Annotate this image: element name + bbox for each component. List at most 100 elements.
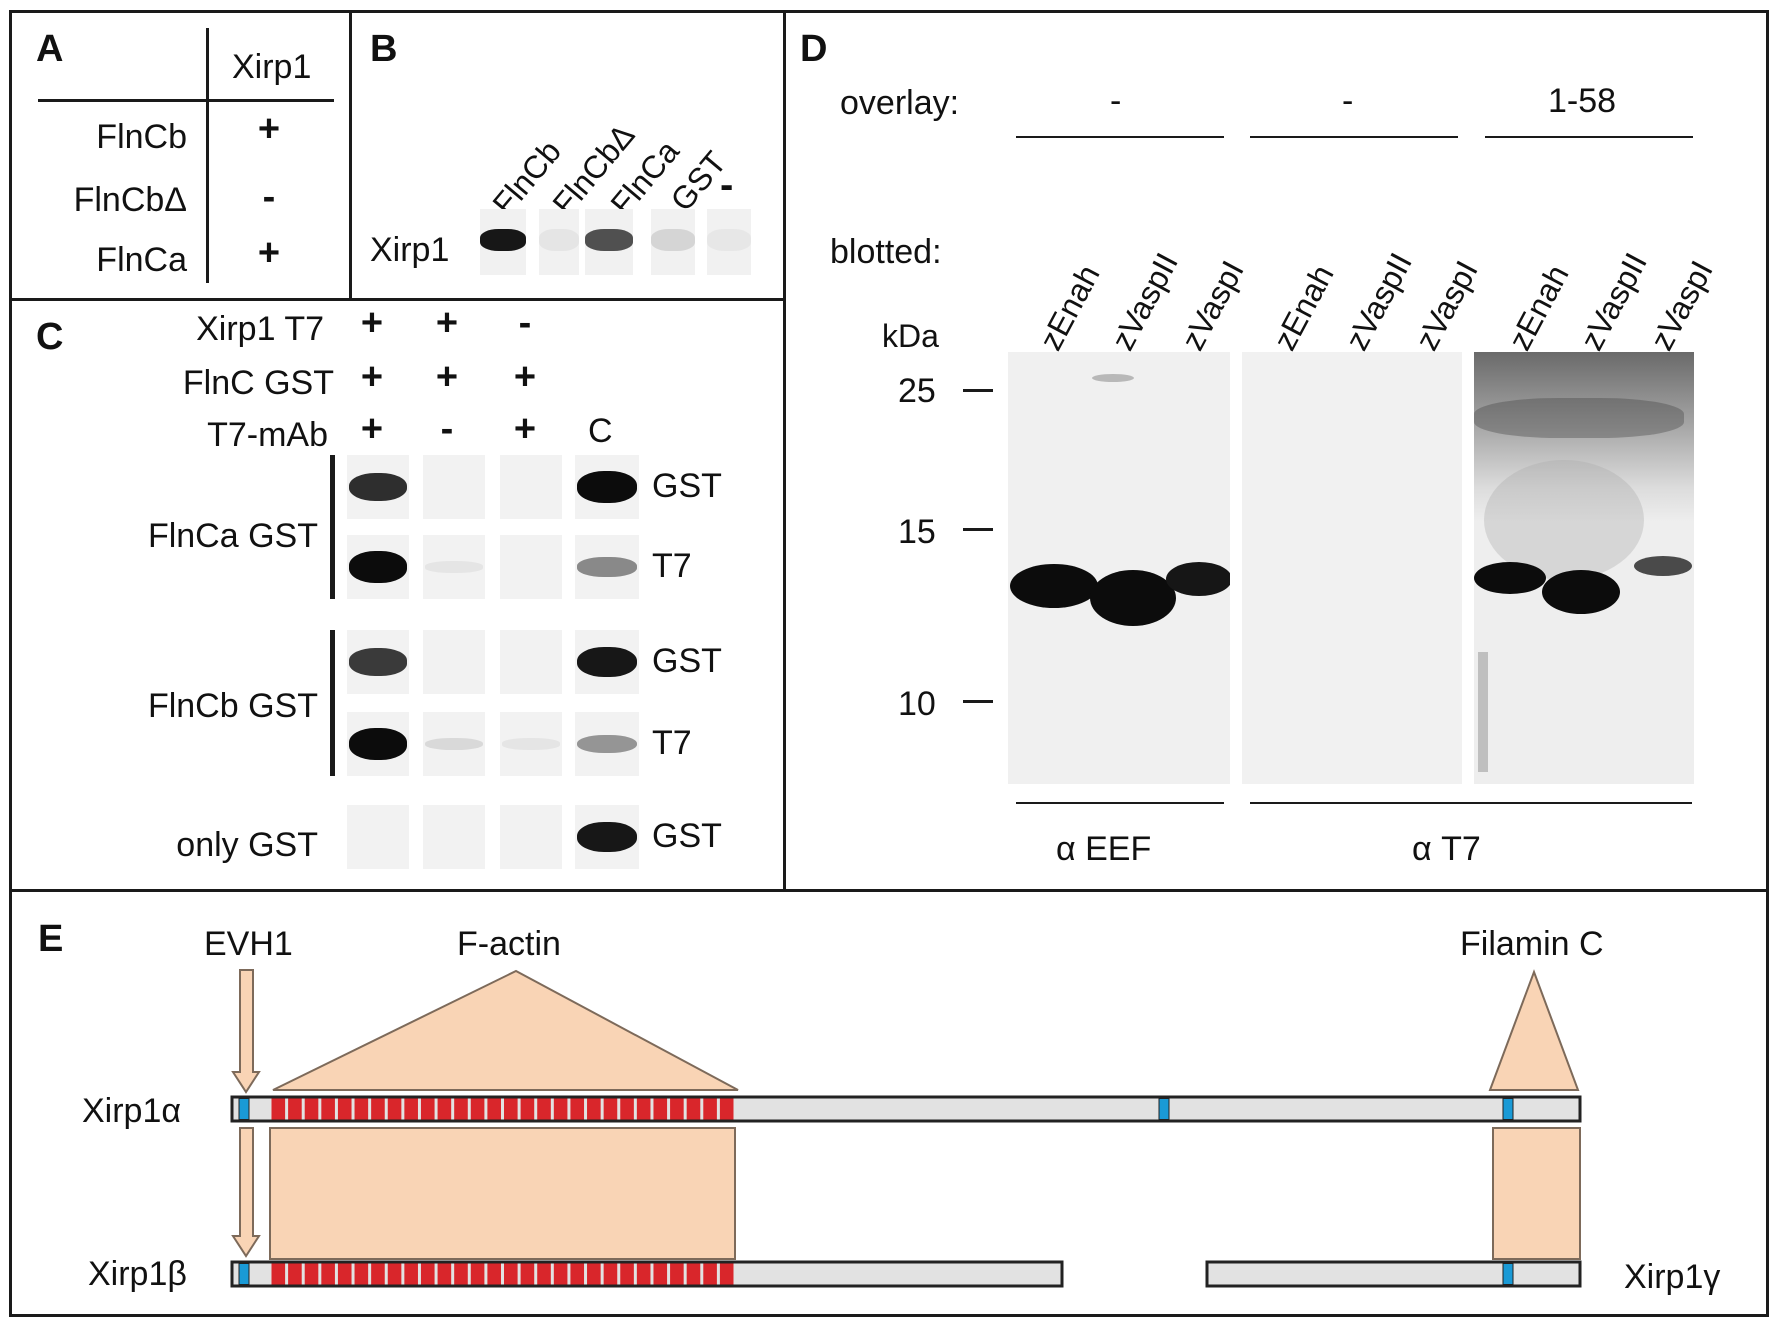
xin-repeat <box>420 1098 435 1120</box>
panel-b-band <box>539 229 579 251</box>
xin-repeat <box>271 1263 286 1285</box>
panel-c-lane <box>423 712 485 776</box>
panel-c-condition-value: - <box>440 408 454 450</box>
evh1-arrow <box>231 969 261 1094</box>
xin-repeat <box>321 1263 335 1285</box>
xin-repeat <box>553 1263 568 1285</box>
xin-repeat <box>454 1263 468 1285</box>
xin-repeat <box>404 1098 418 1120</box>
xin-repeat <box>487 1098 501 1120</box>
xin-repeat <box>520 1098 535 1120</box>
xin-repeat <box>321 1098 335 1120</box>
xin-repeat <box>537 1263 551 1285</box>
xin-repeat <box>420 1263 435 1285</box>
panel-c-band <box>502 738 560 750</box>
panel-c-band <box>349 551 407 583</box>
panel-b-lane <box>585 209 633 275</box>
panel-d-overlay-rule <box>1485 136 1693 138</box>
panel-c-condition-value: + <box>360 408 384 450</box>
panel-b-band <box>651 229 695 251</box>
panel-c-probe-label: T7 <box>652 547 692 585</box>
xin-repeat <box>354 1263 369 1285</box>
panel-c-probe-label: T7 <box>652 724 692 762</box>
motif-marker <box>1502 1263 1514 1285</box>
xin-repeat <box>537 1098 551 1120</box>
xin-repeat <box>587 1098 601 1120</box>
panel-d-antibody-label: α T7 <box>1412 830 1481 868</box>
panel-e-isoform-label: Xirp1α <box>82 1092 182 1130</box>
panel-e-domain-label: EVH1 <box>204 925 293 963</box>
motif-marker <box>1158 1098 1170 1120</box>
filamin-c-domain-triangle <box>1488 969 1580 1091</box>
panel-c-lane <box>575 535 639 599</box>
panel-b-lane-label: - <box>720 163 734 207</box>
panel-d-antibody-rule <box>1250 802 1692 804</box>
evh1-arrow <box>231 1127 261 1258</box>
xin-repeat <box>304 1263 319 1285</box>
xin-repeat <box>304 1098 319 1120</box>
xin-repeat <box>620 1098 634 1120</box>
panel-c-lane <box>500 535 562 599</box>
xin-repeat <box>371 1263 385 1285</box>
panel-c-band <box>425 737 483 751</box>
panel-c-band <box>349 648 407 676</box>
panel-d-smear <box>1474 398 1684 438</box>
panel-d-band <box>1634 556 1692 576</box>
panel-d-band <box>1474 562 1546 594</box>
panel-d-marker-label: 25 <box>898 372 936 410</box>
panel-a-row-result: - <box>262 176 276 218</box>
panel-d-antibody-label: α EEF <box>1056 830 1152 868</box>
xin-repeat <box>603 1263 618 1285</box>
panel-a-row-result: + <box>257 108 281 150</box>
xin-repeat <box>271 1098 286 1120</box>
panel-a-column-rule <box>206 28 209 283</box>
xin-repeat <box>504 1263 518 1285</box>
panel-c-band <box>577 821 637 853</box>
panel-c-lane <box>347 805 409 869</box>
panel-d-marker-unit: kDa <box>882 318 939 354</box>
xirp1-gamma-bar <box>1205 1260 1582 1288</box>
panel-c-condition-name: T7-mAb <box>207 416 328 454</box>
panel-c-band <box>349 728 407 760</box>
panel-c-group-label: FlnCa GST <box>147 517 318 555</box>
panel-c-label: C <box>36 316 64 358</box>
f-actin-domain-connector <box>269 1127 736 1260</box>
panel-c-lane <box>347 630 409 694</box>
xin-repeat <box>387 1098 402 1120</box>
xin-repeat <box>553 1098 568 1120</box>
panel-c-probe-label: GST <box>652 467 722 505</box>
panel-a-row-name: FlnCb <box>96 118 187 156</box>
xin-repeat <box>620 1263 634 1285</box>
panel-c-condition-value: + <box>360 356 384 398</box>
panel-d-band <box>1010 564 1098 608</box>
panel-c-band <box>577 557 637 577</box>
panel-c-condition-value: + <box>513 356 537 398</box>
xin-repeat <box>354 1098 369 1120</box>
panel-c-band <box>425 561 483 573</box>
xin-repeat <box>670 1098 684 1120</box>
panel-d-blot-t7-control <box>1242 352 1462 784</box>
panel-d-antibody-rule <box>1016 802 1224 804</box>
panel-c-condition-name: FlnC GST <box>182 364 334 402</box>
panel-d-overlay-group: - <box>1110 82 1122 120</box>
panel-c-band <box>577 471 637 503</box>
panel-d-marker-tick <box>963 700 993 703</box>
xin-repeat <box>504 1098 518 1120</box>
xin-repeat <box>636 1098 651 1120</box>
panel-c-lane <box>347 712 409 776</box>
xin-repeat <box>686 1263 701 1285</box>
panel-e-isoform-label: Xirp1β <box>88 1255 187 1293</box>
panel-c-lane <box>423 455 485 519</box>
panel-c-condition-value: + <box>513 408 537 450</box>
panel-c-band <box>577 646 637 678</box>
panel-b-row-label: Xirp1 <box>370 231 450 269</box>
xin-repeat <box>603 1098 618 1120</box>
panel-e-domain-label: F-actin <box>457 925 561 963</box>
xin-repeat <box>437 1263 452 1285</box>
xin-repeat <box>337 1098 352 1120</box>
panel-c-lane <box>423 805 485 869</box>
xin-repeat <box>437 1098 452 1120</box>
panel-b-lane <box>651 209 695 275</box>
panel-a-row-name: FlnCa <box>96 241 187 279</box>
